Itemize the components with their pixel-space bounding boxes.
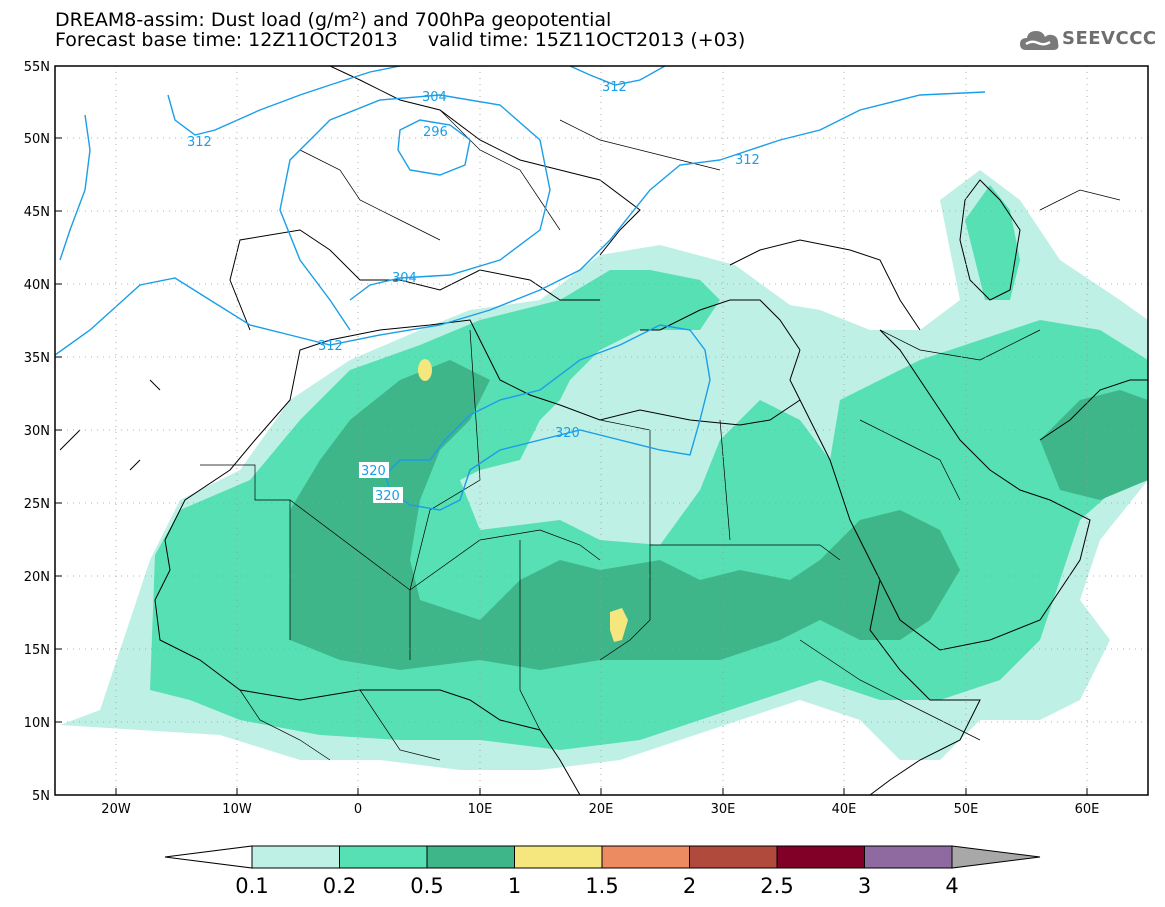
dust-region-medium-caspian	[965, 185, 1020, 300]
contour-304-west	[59, 114, 91, 261]
lat-label: 50N	[24, 132, 50, 147]
colorbar-label: 4	[945, 874, 958, 898]
colorbar-label: 0.5	[410, 874, 443, 898]
lon-label: 10W	[222, 802, 252, 817]
lat-label: 20N	[24, 570, 50, 585]
lon-label: 20E	[589, 802, 614, 817]
lat-label: 45N	[24, 205, 50, 220]
contour-label: 320	[361, 464, 386, 479]
contour-312-north	[167, 66, 401, 136]
lat-label: 30N	[24, 424, 50, 439]
dust-region-dark	[290, 360, 960, 670]
contour-312-northeast	[569, 66, 666, 86]
lon-label: 40E	[832, 802, 857, 817]
lat-label: 40N	[24, 278, 50, 293]
contour-label: 320	[375, 489, 400, 504]
contour-296-low	[397, 119, 471, 176]
colorbar-segment	[601, 845, 690, 869]
lat-label: 5N	[32, 789, 50, 804]
dust-spot-high-1	[418, 359, 432, 381]
longitude-labels: 20W 10W 0 10E 20E 30E 40E 50E 60E	[101, 802, 1099, 817]
colorbar-segment	[776, 845, 865, 869]
axis-ticks	[55, 65, 1088, 795]
lon-label: 20W	[101, 802, 131, 817]
lat-label: 55N	[24, 60, 50, 75]
contour-label: 312	[602, 80, 627, 95]
lon-label: 50E	[954, 802, 979, 817]
colorbar-label: 0.2	[323, 874, 356, 898]
contour-label: 304	[392, 271, 417, 286]
contour-320	[384, 324, 711, 511]
lon-label: 10E	[468, 802, 493, 817]
lon-label: 0	[354, 802, 362, 817]
contour-304-low	[279, 94, 551, 331]
colorbar-segment	[339, 845, 428, 869]
colorbar-segment	[864, 845, 953, 869]
colorbar-segment	[251, 845, 340, 869]
map-title-line1: DREAM8-assim: Dust load (g/m²) and 700hP…	[55, 9, 612, 31]
contour-label: 296	[423, 125, 448, 140]
contour-label: 320	[555, 426, 580, 441]
lon-label: 30E	[711, 802, 736, 817]
contour-label: 312	[735, 153, 760, 168]
lat-label: 15N	[24, 643, 50, 658]
colorbar: 0.1 0.2 0.5 1 1.5 2 2.5 3 4	[164, 845, 1041, 898]
gridlines	[55, 66, 1148, 795]
dust-fields	[60, 170, 1148, 770]
map-title-line2: Forecast base time: 12Z11OCT2013 valid t…	[55, 29, 746, 51]
lat-label: 35N	[24, 351, 50, 366]
colorbar-segment	[689, 845, 778, 869]
latitude-labels: 55N 50N 45N 40N 35N 30N 25N 20N 15N 10N …	[24, 60, 50, 804]
colorbar-label: 2.5	[760, 874, 793, 898]
colorbar-under-arrow	[164, 845, 253, 869]
lon-label: 60E	[1075, 802, 1100, 817]
colorbar-label: 1.5	[585, 874, 618, 898]
colorbar-over-arrow	[951, 845, 1041, 869]
dust-spot-high-2	[610, 608, 628, 642]
political-borders	[200, 109, 1121, 761]
colorbar-label: 3	[858, 874, 871, 898]
logo-text: SEEVCCC	[1062, 28, 1157, 49]
colorbar-segment	[426, 845, 515, 869]
seevccc-logo: SEEVCCC	[1018, 24, 1158, 58]
contour-labels: 312 304 296 312 304 312 312 320 320 320	[187, 80, 760, 504]
colorbar-label: 0.1	[235, 874, 268, 898]
contour-label: 312	[318, 339, 343, 354]
contour-label: 312	[187, 135, 212, 150]
colorbar-label: 2	[683, 874, 696, 898]
colorbar-label: 1	[508, 874, 521, 898]
lat-label: 10N	[24, 716, 50, 731]
contour-312-main	[55, 91, 986, 356]
dust-region-dark-gulf	[1040, 390, 1148, 500]
cloud-icon	[1020, 31, 1059, 50]
contour-label: 304	[422, 90, 447, 105]
colorbar-segment	[514, 845, 603, 869]
geopotential-contours	[55, 66, 986, 511]
lat-label: 25N	[24, 497, 50, 512]
